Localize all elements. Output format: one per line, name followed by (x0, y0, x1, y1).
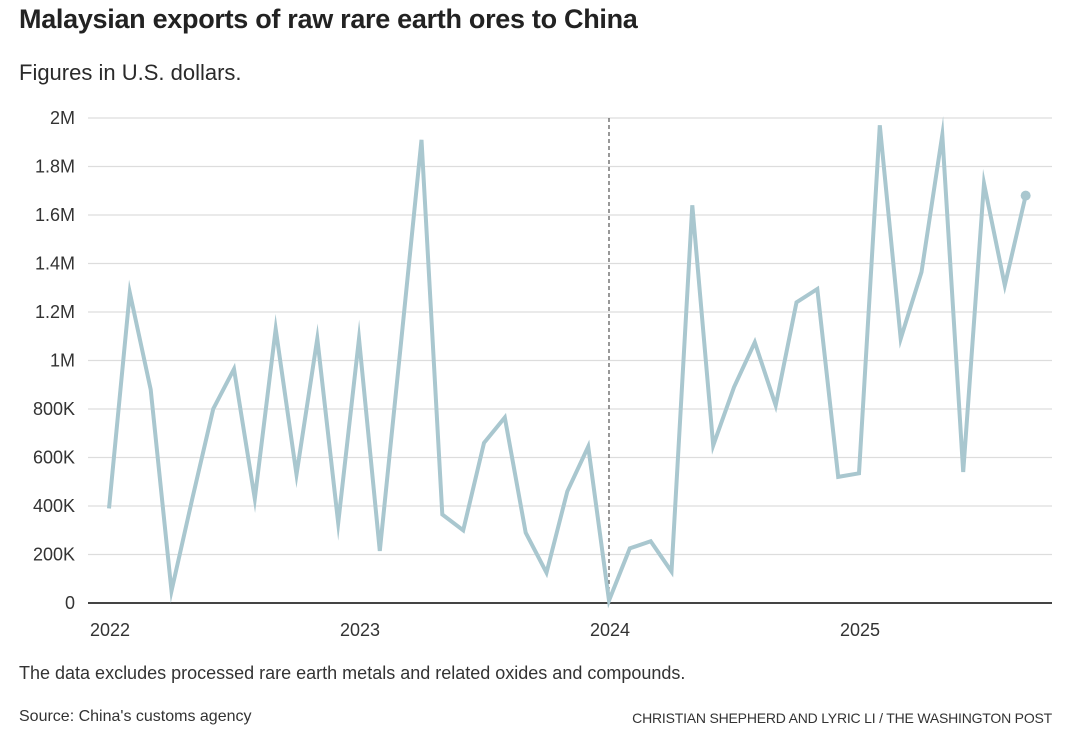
y-tick-label: 200K (33, 545, 75, 565)
source-text: Source: China's customs agency (19, 708, 252, 725)
x-tick-label: 2022 (90, 620, 130, 640)
footnote: The data excludes processed rare earth m… (19, 663, 686, 683)
series-group (107, 116, 1031, 609)
y-tick-label: 400K (33, 496, 75, 516)
end-point-marker (1020, 190, 1031, 201)
y-tick-label: 600K (33, 448, 75, 468)
y-tick-label: 0 (65, 593, 75, 613)
y-axis-labels: 0 200K 400K 600K 800K 1M 1.2M 1.4M 1.6M 1.8M 2M (33, 108, 75, 613)
x-axis-labels: 2022 2023 2024 2025 (90, 620, 880, 640)
chart-subtitle: Figures in U.S. dollars. (19, 60, 242, 85)
credit-text: CHRISTIAN SHEPHERD AND LYRIC LI / THE WA… (632, 710, 1052, 726)
y-tick-label: 1.8M (35, 157, 75, 177)
y-tick-label: 1.4M (35, 254, 75, 274)
y-tick-label: 1M (50, 351, 75, 371)
x-tick-label: 2023 (340, 620, 380, 640)
y-tick-label: 1.2M (35, 302, 75, 322)
x-tick-label: 2025 (840, 620, 880, 640)
y-tick-label: 800K (33, 399, 75, 419)
chart-title: Malaysian exports of raw rare earth ores… (19, 4, 638, 34)
y-tick-label: 2M (50, 108, 75, 128)
y-tick-label: 1.6M (35, 205, 75, 225)
series-line (107, 116, 1028, 609)
x-tick-label: 2024 (590, 620, 630, 640)
